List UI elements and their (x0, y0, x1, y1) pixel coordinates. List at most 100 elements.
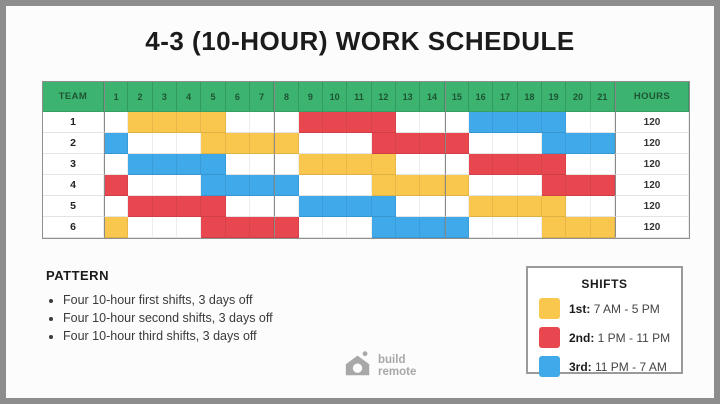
shift-cell-team4-day21 (590, 175, 615, 196)
shift-cell-team2-day16 (469, 133, 494, 154)
shift-cell-team5-day7 (250, 196, 275, 217)
pattern-list: Four 10-hour first shifts, 3 days off Fou… (46, 293, 273, 343)
shift-cell-team2-day21 (590, 133, 615, 154)
1st-shift-swatch (539, 298, 560, 319)
shift-cell-team3-day6 (225, 154, 250, 175)
shift-cell-team5-day12 (371, 196, 396, 217)
shift-cell-team6-day15 (444, 217, 469, 238)
shift-cell-team5-day6 (225, 196, 250, 217)
day-header-14: 14 (420, 82, 445, 112)
shift-cell-team1-day13 (396, 112, 421, 133)
hours-value: 120 (615, 196, 689, 217)
shift-cell-team3-day1 (104, 154, 129, 175)
team-label: 3 (43, 154, 104, 175)
shift-cell-team1-day20 (566, 112, 591, 133)
shift-cell-team1-day11 (347, 112, 372, 133)
shift-cell-team6-day9 (298, 217, 323, 238)
day-header-20: 20 (566, 82, 591, 112)
day-header-21: 21 (590, 82, 615, 112)
shift-cell-team5-day2 (128, 196, 153, 217)
hours-value: 120 (615, 112, 689, 133)
shift-cell-team4-day11 (347, 175, 372, 196)
shift-cell-team3-day16 (469, 154, 494, 175)
legend-item-text: 3rd: 11 PM - 7 AM (569, 359, 667, 374)
shift-cell-team3-day9 (298, 154, 323, 175)
shift-cell-team2-day6 (225, 133, 250, 154)
shift-cell-team1-day7 (250, 112, 275, 133)
legend-items: 1st: 7 AM - 5 PM 2nd: 1 PM - 11 PM 3rd: 11… (539, 298, 670, 377)
shift-cell-team6-day13 (396, 217, 421, 238)
pattern-section: PATTERN Four 10-hour first shifts, 3 day… (46, 268, 273, 347)
shift-cell-team6-day3 (152, 217, 177, 238)
day-header-1: 1 (104, 82, 129, 112)
day-header-18: 18 (517, 82, 542, 112)
shift-cell-team5-day4 (177, 196, 202, 217)
hours-value: 120 (615, 217, 689, 238)
shift-cell-team2-day11 (347, 133, 372, 154)
house-icon (343, 349, 373, 384)
shift-cell-team3-day5 (201, 154, 226, 175)
day-header-7: 7 (250, 82, 275, 112)
shift-cell-team3-day11 (347, 154, 372, 175)
shift-cell-team3-day21 (590, 154, 615, 175)
day-header-10: 10 (323, 82, 348, 112)
shift-cell-team2-day8 (274, 133, 299, 154)
shift-cell-team1-day16 (469, 112, 494, 133)
shift-cell-team4-day20 (566, 175, 591, 196)
shift-cell-team3-day20 (566, 154, 591, 175)
shift-cell-team5-day17 (493, 196, 518, 217)
shift-cell-team6-day7 (250, 217, 275, 238)
shift-cell-team1-day10 (323, 112, 348, 133)
shift-cell-team4-day5 (201, 175, 226, 196)
shift-cell-team5-day10 (323, 196, 348, 217)
pattern-bullet-3: Four 10-hour third shifts, 3 days off (63, 329, 273, 343)
day-header-5: 5 (201, 82, 226, 112)
team-column-header: TEAM (43, 82, 104, 112)
shift-cell-team4-day12 (371, 175, 396, 196)
2nd-shift-swatch (539, 327, 560, 348)
shift-cell-team2-day15 (444, 133, 469, 154)
shift-cell-team2-day5 (201, 133, 226, 154)
pattern-bullet-2: Four 10-hour second shifts, 3 days off (63, 311, 273, 325)
shift-cell-team5-day20 (566, 196, 591, 217)
shift-cell-team6-day8 (274, 217, 299, 238)
day-header-4: 4 (177, 82, 202, 112)
team-label: 6 (43, 217, 104, 238)
shift-cell-team1-day21 (590, 112, 615, 133)
shift-cell-team4-day4 (177, 175, 202, 196)
shift-cell-team4-day13 (396, 175, 421, 196)
shift-cell-team1-day5 (201, 112, 226, 133)
shift-cell-team3-day15 (444, 154, 469, 175)
shift-cell-team1-day1 (104, 112, 129, 133)
shift-cell-team1-day15 (444, 112, 469, 133)
shift-cell-team3-day4 (177, 154, 202, 175)
day-header-11: 11 (347, 82, 372, 112)
shift-cell-team3-day13 (396, 154, 421, 175)
shift-cell-team1-day12 (371, 112, 396, 133)
buildremote-logo: build remote (343, 349, 416, 384)
team-label: 2 (43, 133, 104, 154)
day-header-3: 3 (152, 82, 177, 112)
shift-cell-team5-day14 (420, 196, 445, 217)
shift-cell-team6-day10 (323, 217, 348, 238)
shift-cell-team1-day3 (152, 112, 177, 133)
shift-cell-team5-day9 (298, 196, 323, 217)
shift-cell-team6-day4 (177, 217, 202, 238)
shift-cell-team1-day18 (517, 112, 542, 133)
legend-item-1st: 1st: 7 AM - 5 PM (539, 298, 670, 319)
page-title: 4-3 (10-HOUR) WORK SCHEDULE (145, 26, 575, 56)
day-header-12: 12 (371, 82, 396, 112)
shift-cell-team2-day4 (177, 133, 202, 154)
day-header-13: 13 (396, 82, 421, 112)
shift-cell-team4-day16 (469, 175, 494, 196)
shift-cell-team1-day6 (225, 112, 250, 133)
shift-cell-team6-day18 (517, 217, 542, 238)
shift-cell-team5-day13 (396, 196, 421, 217)
shift-cell-team1-day14 (420, 112, 445, 133)
shift-cell-team1-day17 (493, 112, 518, 133)
shift-cell-team1-day8 (274, 112, 299, 133)
shift-cell-team3-day12 (371, 154, 396, 175)
shift-cell-team6-day12 (371, 217, 396, 238)
shifts-legend: SHIFTS 1st: 7 AM - 5 PM 2nd: 1 PM - 11 PM… (526, 266, 683, 377)
